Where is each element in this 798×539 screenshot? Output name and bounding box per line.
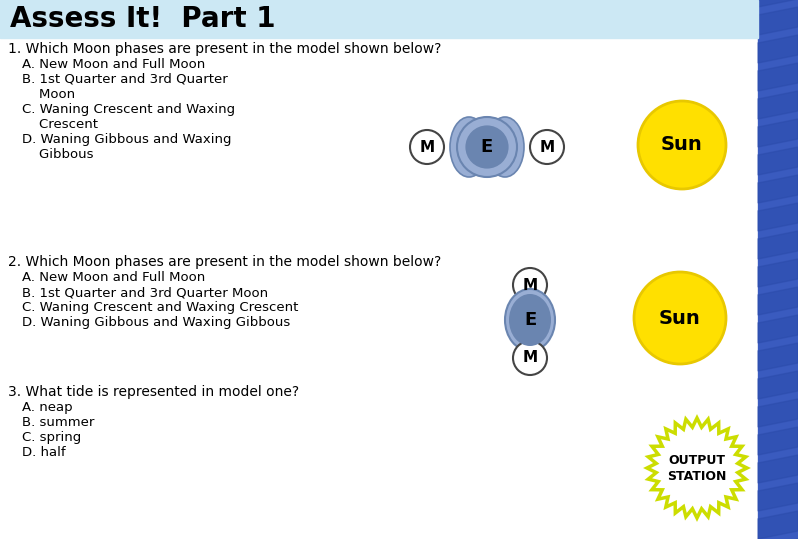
Circle shape: [530, 130, 564, 164]
Text: B. summer: B. summer: [22, 416, 94, 429]
Polygon shape: [758, 63, 798, 91]
Text: Sun: Sun: [661, 135, 703, 155]
Polygon shape: [647, 418, 747, 518]
Text: Assess It!  Part 1: Assess It! Part 1: [10, 5, 275, 33]
Text: D. Waning Gibbous and Waxing: D. Waning Gibbous and Waxing: [22, 133, 231, 146]
Text: B. 1st Quarter and 3rd Quarter Moon: B. 1st Quarter and 3rd Quarter Moon: [22, 286, 268, 299]
Text: A. New Moon and Full Moon: A. New Moon and Full Moon: [22, 58, 205, 71]
Text: Sun: Sun: [659, 308, 701, 328]
Text: OUTPUT: OUTPUT: [669, 453, 725, 466]
Polygon shape: [758, 259, 798, 287]
Text: D. half: D. half: [22, 446, 65, 459]
Polygon shape: [758, 371, 798, 399]
Text: E: E: [523, 311, 536, 329]
Ellipse shape: [505, 289, 555, 351]
Text: B. 1st Quarter and 3rd Quarter: B. 1st Quarter and 3rd Quarter: [22, 73, 227, 86]
Circle shape: [513, 341, 547, 375]
Text: C. spring: C. spring: [22, 431, 81, 444]
Ellipse shape: [450, 117, 488, 177]
Text: 3. What tide is represented in model one?: 3. What tide is represented in model one…: [8, 385, 299, 399]
Polygon shape: [758, 231, 798, 259]
Text: E: E: [481, 138, 493, 156]
Text: Moon: Moon: [22, 88, 75, 101]
Polygon shape: [758, 35, 798, 63]
Text: STATION: STATION: [667, 469, 727, 482]
Text: A. New Moon and Full Moon: A. New Moon and Full Moon: [22, 271, 205, 284]
Polygon shape: [758, 119, 798, 147]
Text: M: M: [523, 350, 538, 365]
Ellipse shape: [486, 117, 524, 177]
Circle shape: [410, 130, 444, 164]
Text: Crescent: Crescent: [22, 118, 98, 131]
Text: C. Waning Crescent and Waxing: C. Waning Crescent and Waxing: [22, 103, 235, 116]
Polygon shape: [758, 483, 798, 511]
Circle shape: [457, 117, 517, 177]
Polygon shape: [758, 147, 798, 175]
Polygon shape: [758, 175, 798, 203]
Text: A. neap: A. neap: [22, 401, 73, 414]
Text: M: M: [420, 140, 435, 155]
Polygon shape: [758, 511, 798, 539]
Text: M: M: [539, 140, 555, 155]
Polygon shape: [758, 91, 798, 119]
Polygon shape: [758, 203, 798, 231]
Polygon shape: [758, 0, 798, 7]
Polygon shape: [758, 455, 798, 483]
Polygon shape: [758, 427, 798, 455]
Polygon shape: [758, 399, 798, 427]
Ellipse shape: [509, 294, 551, 346]
Polygon shape: [758, 0, 798, 539]
Text: Gibbous: Gibbous: [22, 148, 93, 161]
Text: C. Waning Crescent and Waxing Crescent: C. Waning Crescent and Waxing Crescent: [22, 301, 298, 314]
Polygon shape: [0, 0, 758, 38]
Text: M: M: [523, 278, 538, 293]
Polygon shape: [758, 343, 798, 371]
Polygon shape: [758, 287, 798, 315]
Polygon shape: [758, 7, 798, 35]
Text: D. Waning Gibbous and Waxing Gibbous: D. Waning Gibbous and Waxing Gibbous: [22, 316, 290, 329]
Polygon shape: [758, 315, 798, 343]
Text: 1. Which Moon phases are present in the model shown below?: 1. Which Moon phases are present in the …: [8, 42, 441, 56]
Circle shape: [634, 272, 726, 364]
Circle shape: [465, 126, 508, 169]
Text: 2. Which Moon phases are present in the model shown below?: 2. Which Moon phases are present in the …: [8, 255, 441, 269]
Circle shape: [513, 268, 547, 302]
Circle shape: [638, 101, 726, 189]
